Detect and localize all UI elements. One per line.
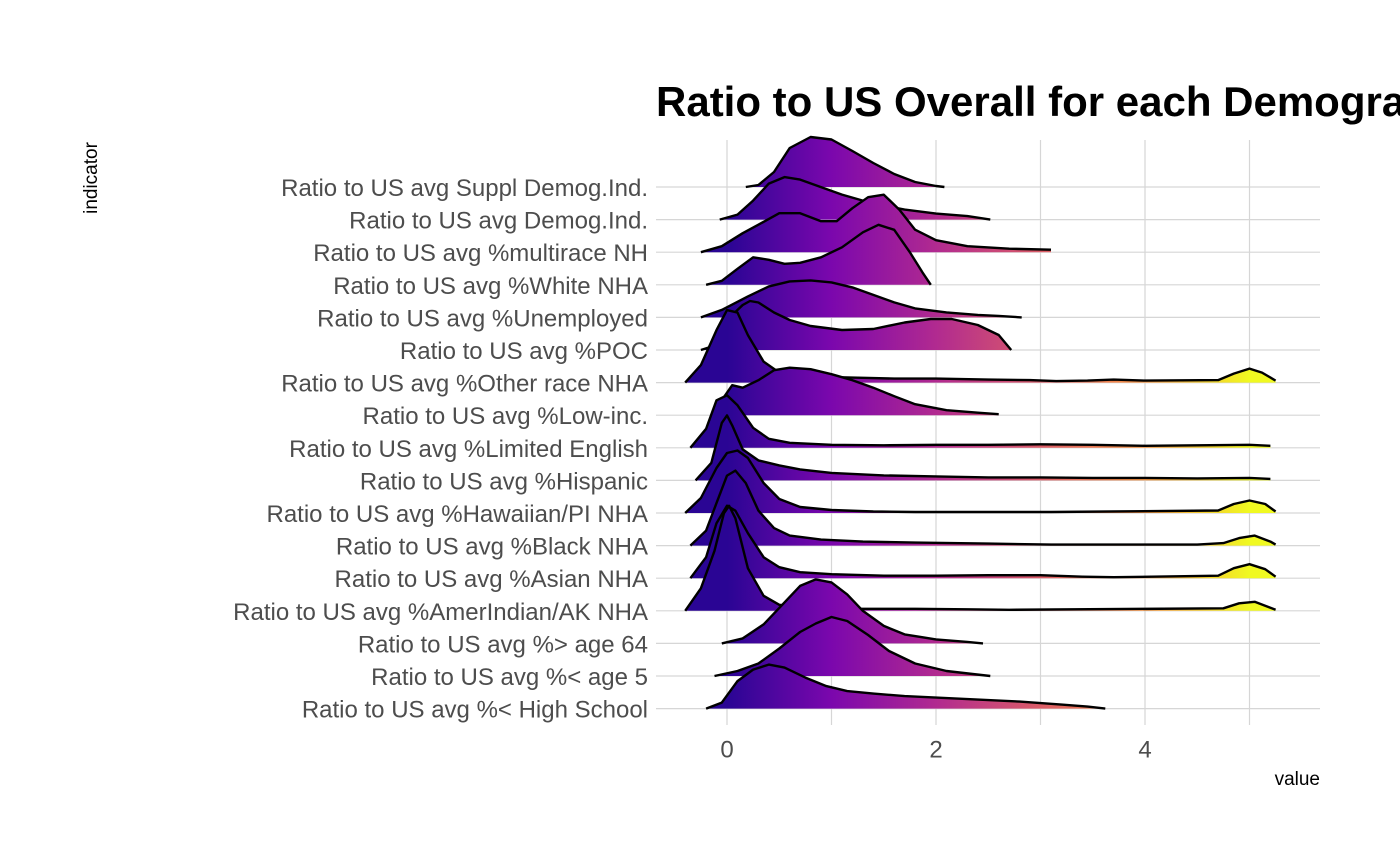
y-tick-label: Ratio to US avg Demog.Ind. xyxy=(349,208,648,235)
ridge-outline xyxy=(719,175,991,221)
ridge-fill xyxy=(714,617,991,676)
y-tick-label: Ratio to US avg %Low-inc. xyxy=(363,403,648,430)
ridge-outline xyxy=(745,135,945,189)
x-tick-labels: 0 2 4 xyxy=(720,737,1151,764)
ridge-outline xyxy=(721,578,984,645)
x-tick-label: 4 xyxy=(1138,737,1151,764)
ridge-fill xyxy=(706,224,931,285)
ridge-outline xyxy=(684,504,1277,612)
y-tick-labels: Ratio to US avg Suppl Demog.Ind. Ratio to… xyxy=(233,175,648,724)
ridge-fill xyxy=(700,194,1051,253)
ridge-outline xyxy=(694,414,1271,482)
y-tick-label: Ratio to US avg %Black NHA xyxy=(336,534,648,561)
ridge-outline xyxy=(684,308,1277,384)
ridge-outline xyxy=(689,394,1271,449)
y-tick-label: Ratio to US avg %multirace NH xyxy=(313,240,648,267)
ridge-outline xyxy=(684,449,1277,514)
chart-title: Ratio to US Overall for each Demograph xyxy=(656,78,1400,125)
y-tick-label: Ratio to US avg Suppl Demog.Ind. xyxy=(281,175,648,202)
ridge-fill xyxy=(721,579,983,644)
ridges xyxy=(684,135,1277,710)
y-tick-label: Ratio to US avg %Unemployed xyxy=(317,305,648,332)
y-tick-label: Ratio to US avg %Hispanic xyxy=(360,468,648,495)
x-axis-title: value xyxy=(1275,769,1320,790)
y-tick-label: Ratio to US avg %Limited English xyxy=(289,436,648,463)
y-tick-label: Ratio to US avg %> age 64 xyxy=(358,631,648,658)
ridge-fill xyxy=(700,280,1022,318)
ridge-fill xyxy=(700,301,1012,350)
x-tick-label: 0 xyxy=(720,737,733,764)
ridge-outline xyxy=(700,299,1013,352)
y-tick-label: Ratio to US avg %< age 5 xyxy=(371,664,648,691)
ridge-fill xyxy=(714,367,999,416)
ridge-outline xyxy=(713,366,999,416)
ridge-outline xyxy=(700,279,1022,319)
ridge-outline xyxy=(689,469,1277,547)
y-tick-label: Ratio to US avg %Asian NHA xyxy=(335,566,648,593)
y-tick-label: Ratio to US avg %Hawaiian/PI NHA xyxy=(267,501,649,528)
ridge-outline xyxy=(714,615,991,678)
ridge-fill xyxy=(685,450,1276,513)
y-tick-label: Ratio to US avg %AmerIndian/AK NHA xyxy=(233,599,648,626)
y-axis-title: indicator xyxy=(81,141,102,213)
y-tick-label: Ratio to US avg %POC xyxy=(400,338,648,365)
ridge-fill xyxy=(706,664,1106,709)
ridge-fill xyxy=(685,505,1276,611)
y-tick-label: Ratio to US avg %Other race NHA xyxy=(281,371,648,398)
ridge-fill xyxy=(685,310,1276,383)
ridge-fill xyxy=(690,395,1271,448)
y-tick-label: Ratio to US avg %White NHA xyxy=(333,273,648,300)
ridge-outline xyxy=(700,193,1052,254)
y-tick-label: Ratio to US avg %< High School xyxy=(302,697,648,724)
ridge-outline xyxy=(705,223,932,286)
ridge-outline xyxy=(705,663,1106,710)
x-tick-label: 2 xyxy=(929,737,942,764)
